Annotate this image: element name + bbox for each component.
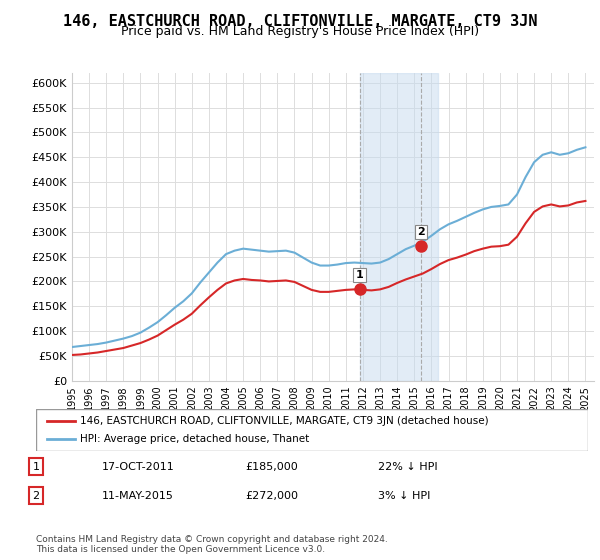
- Text: 22% ↓ HPI: 22% ↓ HPI: [378, 461, 438, 472]
- Text: 2: 2: [32, 491, 40, 501]
- FancyBboxPatch shape: [36, 409, 588, 451]
- Text: Price paid vs. HM Land Registry's House Price Index (HPI): Price paid vs. HM Land Registry's House …: [121, 25, 479, 38]
- Text: £272,000: £272,000: [246, 491, 299, 501]
- Text: 146, EASTCHURCH ROAD, CLIFTONVILLE, MARGATE, CT9 3JN (detached house): 146, EASTCHURCH ROAD, CLIFTONVILLE, MARG…: [80, 416, 489, 426]
- Text: 1: 1: [32, 461, 40, 472]
- Bar: [359, 73, 438, 381]
- Text: 17-OCT-2011: 17-OCT-2011: [102, 461, 175, 472]
- Text: HPI: Average price, detached house, Thanet: HPI: Average price, detached house, Than…: [80, 434, 310, 444]
- Text: 1: 1: [356, 270, 364, 280]
- Text: £185,000: £185,000: [246, 461, 299, 472]
- Text: 146, EASTCHURCH ROAD, CLIFTONVILLE, MARGATE, CT9 3JN: 146, EASTCHURCH ROAD, CLIFTONVILLE, MARG…: [63, 14, 537, 29]
- Text: 2: 2: [417, 227, 425, 237]
- Text: Contains HM Land Registry data © Crown copyright and database right 2024.
This d: Contains HM Land Registry data © Crown c…: [36, 535, 388, 554]
- Text: 11-MAY-2015: 11-MAY-2015: [102, 491, 174, 501]
- Text: 3% ↓ HPI: 3% ↓ HPI: [378, 491, 431, 501]
